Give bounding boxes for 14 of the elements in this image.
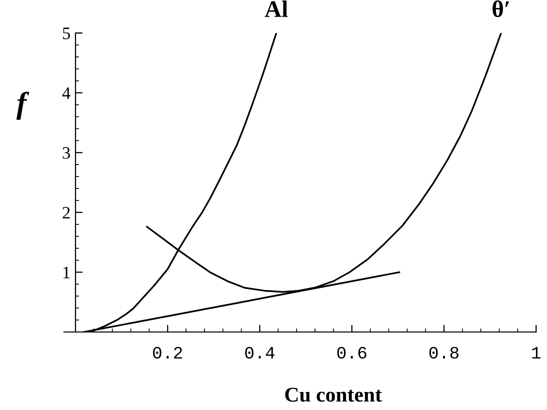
x-tick-label: 1 <box>532 347 540 358</box>
y-tick-label: 5 <box>62 28 70 40</box>
y-tick-label: 4 <box>62 87 70 99</box>
x-axis-title: Cu content <box>285 388 382 402</box>
y-axis-title: f <box>16 92 30 120</box>
series-label: Al <box>264 0 288 17</box>
y-tick-label: 2 <box>62 206 70 218</box>
x-tick-label: 0.8 <box>429 346 458 359</box>
series-label: θ′ <box>492 0 510 18</box>
y-tick-label: 3 <box>62 147 70 159</box>
x-tick-label: 0.2 <box>153 346 182 359</box>
y-tick-label: 1 <box>63 266 70 278</box>
x-tick-label: 0.6 <box>337 346 366 359</box>
x-tick-label: 0.4 <box>245 346 274 359</box>
